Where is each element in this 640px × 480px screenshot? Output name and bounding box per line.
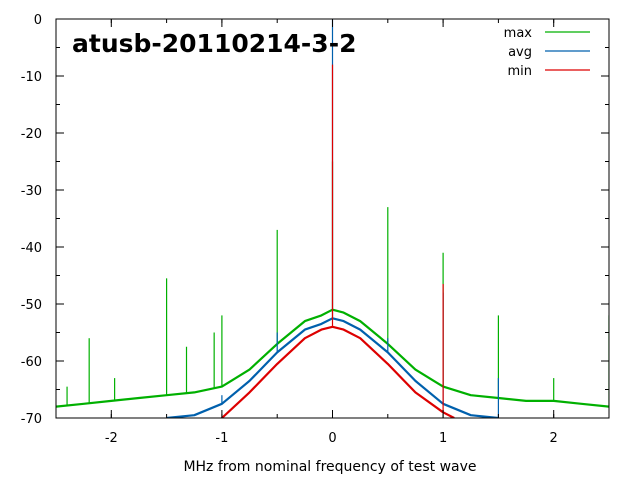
tick-marks [55, 18, 610, 419]
y-tick-label: 0 [34, 13, 42, 28]
y-tick-labels: 0 -10 -20 -30 -40 -50 -60 -70 [21, 13, 42, 427]
chart-title: atusb-20110214-3-2 [72, 29, 356, 58]
series-layer [56, 19, 609, 418]
x-axis-label: MHz from nominal frequency of test wave [183, 459, 476, 475]
x-tick-label: 1 [439, 431, 447, 446]
legend-label: avg [508, 45, 532, 60]
series-line-avg [166, 317, 499, 418]
y-tick-label: -30 [21, 184, 42, 199]
legend-item-max: max [504, 26, 590, 41]
y-tick-label: -10 [21, 70, 42, 85]
y-tick-label: -50 [21, 298, 42, 313]
legend-item-min: min [507, 64, 590, 79]
x-tick-labels: -2 -1 0 1 2 [105, 431, 558, 446]
legend-item-avg: avg [508, 45, 590, 60]
x-tick-label: 0 [328, 431, 336, 446]
y-tick-label: -20 [21, 127, 42, 142]
legend: max avg min [504, 26, 590, 79]
y-tick-label: -40 [21, 241, 42, 256]
x-tick-label: 2 [550, 431, 558, 446]
legend-label: max [504, 26, 533, 41]
x-tick-label: -1 [215, 431, 228, 446]
series-line-min [221, 325, 455, 418]
x-tick-label: -2 [105, 431, 118, 446]
y-tick-label: -70 [21, 412, 42, 427]
series-min [221, 64, 455, 418]
y-tick-label: -60 [21, 355, 42, 370]
legend-label: min [507, 64, 532, 79]
